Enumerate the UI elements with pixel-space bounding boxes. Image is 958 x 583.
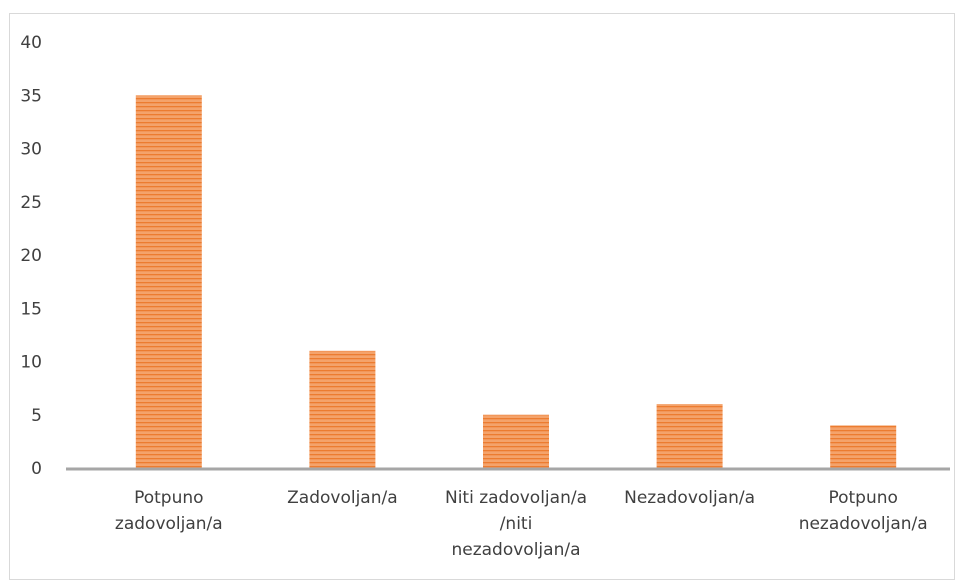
x-category-label: Zadovoljan/a bbox=[287, 488, 398, 508]
bar bbox=[135, 95, 202, 468]
x-category-label-line: Zadovoljan/a bbox=[287, 488, 398, 508]
y-tick-label: 15 bbox=[20, 299, 42, 319]
y-axis-tick-labels: 0 5 10 15 20 25 30 35 40 bbox=[20, 33, 42, 479]
bar bbox=[483, 414, 549, 468]
x-category-label-line: nezadovoljan/a bbox=[451, 540, 580, 560]
bar bbox=[309, 350, 376, 468]
x-category-label-line: Potpuno bbox=[134, 488, 203, 508]
y-tick-label: 5 bbox=[31, 406, 42, 426]
bar bbox=[830, 425, 897, 468]
x-category-label-line: nezadovoljan/a bbox=[799, 514, 928, 534]
bars bbox=[135, 95, 897, 468]
x-category-label: Potpuno nezadovoljan/a bbox=[799, 488, 928, 534]
x-category-label: Nezadovoljan/a bbox=[624, 488, 755, 508]
x-category-label-line: Nezadovoljan/a bbox=[624, 488, 755, 508]
x-axis-category-labels: Potpuno zadovoljan/a Zadovoljan/a Niti zado… bbox=[115, 488, 928, 560]
y-tick-label: 20 bbox=[20, 246, 42, 266]
chart-frame bbox=[9, 13, 955, 580]
x-category-label: Niti zadovoljan/a/niti nezadovoljan/a bbox=[445, 488, 587, 560]
y-tick-label: 10 bbox=[20, 353, 42, 373]
x-category-label: Potpuno zadovoljan/a bbox=[115, 488, 223, 534]
x-category-label-line: Potpuno bbox=[828, 488, 897, 508]
x-category-label-line: /niti bbox=[500, 514, 533, 534]
bar bbox=[656, 404, 723, 468]
y-tick-label: 40 bbox=[20, 33, 42, 53]
y-tick-label: 25 bbox=[20, 193, 42, 213]
y-tick-label: 30 bbox=[20, 140, 42, 160]
y-tick-label: 0 bbox=[31, 459, 42, 479]
x-category-label-line: Niti zadovoljan/a bbox=[445, 488, 587, 508]
x-category-label-line: zadovoljan/a bbox=[115, 514, 223, 534]
y-tick-label: 35 bbox=[20, 86, 42, 106]
